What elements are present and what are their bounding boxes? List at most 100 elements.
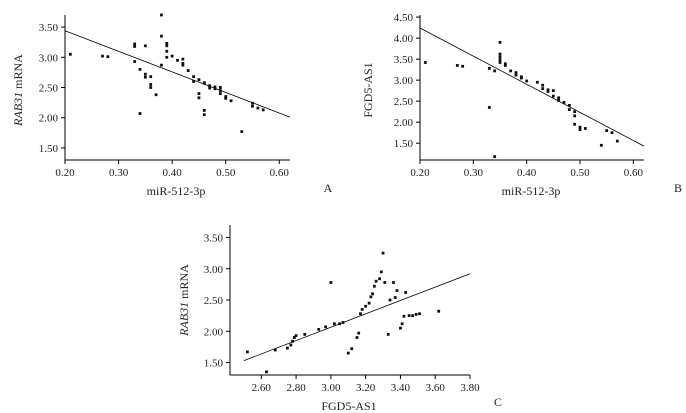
panel-a-data-point [256, 106, 260, 110]
panel-b-letter: B [674, 181, 682, 195]
panel-b-data-point [541, 87, 545, 90]
panel-c-y-axis-label: RAB31 mRNA [177, 264, 191, 337]
panel-c-x-tick-label: 3.60 [426, 382, 446, 394]
panel-b-x-axis-label: miR-512-3p [502, 184, 561, 198]
panel-a-data-point [208, 86, 212, 90]
panel-a-data-point [202, 81, 206, 85]
panel-a-data-point [133, 42, 137, 46]
panel-a-data-point [138, 67, 142, 71]
panel-a-y-axis-label-part: RAB31 [11, 92, 25, 127]
panel-b-data-point [573, 114, 577, 118]
panel-c-data-point [346, 351, 350, 355]
panel-a-data-point [165, 41, 169, 45]
panel-c-data-point [372, 284, 376, 288]
panel-c-data-point [404, 291, 408, 294]
panel-b-data-point [605, 129, 609, 132]
panel-c-data-point [364, 304, 368, 308]
panel-c-data-point [317, 327, 321, 331]
panel-c-y-tick-label: 2.50 [204, 295, 224, 307]
panel-b-data-point [546, 90, 550, 93]
panel-b-y-tick-label: 4.50 [394, 12, 414, 24]
panel-a-y-tick-label: 2.50 [39, 83, 59, 95]
panel-c-y-axis-label-part: mRNA [177, 264, 191, 302]
panel-b-data-point [519, 76, 523, 80]
panel-b-data-point [498, 40, 502, 44]
panel-a-x-axis-label: miR-512-3p [147, 184, 206, 198]
panel-a-data-point [218, 86, 222, 89]
panel-a-data-point [224, 96, 228, 100]
panel-a-data-point [160, 13, 163, 17]
panel-a-data-point [149, 83, 153, 86]
panel-b-data-point [567, 108, 571, 111]
panel-a-data-point [181, 61, 185, 65]
panel-a-data-point [218, 89, 222, 92]
panel-a-x-tick-label: 0.60 [270, 167, 290, 179]
panel-a-x-tick-label: 0.50 [216, 167, 236, 179]
panel-c-x-tick-label: 3.40 [391, 382, 411, 394]
panel-c-data-point [381, 251, 385, 255]
panel-b-chart: 0.20 0.30 0.40 0.50 0.60 1.50 2.00 2.50 3.00 3.50… [361, 12, 682, 198]
panel-a-data-point [224, 95, 228, 98]
panel-c-x-tick-label: 2.60 [252, 382, 272, 394]
panel-c-data-point [303, 332, 307, 336]
panel-a-y-tick-label: 3.50 [39, 22, 59, 34]
panel-a-x-tick-label: 0.20 [55, 167, 75, 179]
panel-a-data-point [197, 92, 201, 95]
panel-a-data-point [160, 34, 163, 38]
panel-b-data-point [546, 88, 550, 92]
panel-b-y-axis-label: FGD5-AS1 [361, 62, 375, 117]
panel-a-data-point [186, 69, 190, 72]
panel-c-y-tick-label: 3.50 [204, 233, 224, 245]
panel-b-x-tick-label: 0.60 [624, 167, 644, 179]
panel-c-data-point [338, 322, 341, 326]
panel-c-x-tick-label: 3.00 [321, 382, 341, 394]
panel-a-data-point [133, 45, 137, 48]
panel-a-data-point [240, 130, 244, 134]
panel-b-data-point [557, 96, 561, 100]
panel-c-y-tick-label: 3.00 [204, 264, 224, 276]
panel-b-data-point [578, 128, 582, 132]
panel-b-data-point [455, 64, 459, 67]
panel-c-x-tick-label: 3.80 [460, 382, 480, 394]
panel-c-data-point [388, 298, 392, 302]
panel-c-data-point [393, 296, 397, 299]
panel-c-data-point [400, 322, 404, 326]
panel-b-data-point [493, 69, 497, 73]
panel-b-y-tick-label: 2.00 [394, 117, 414, 129]
panel-a-data-point [192, 75, 195, 79]
panel-b-data-point [567, 103, 571, 107]
panel-c-data-point [285, 346, 289, 350]
panel-b-data-point [583, 127, 587, 130]
panel-c-data-point [437, 309, 441, 313]
panel-c-data-point [407, 314, 411, 318]
panel-a-data-point [261, 108, 265, 112]
panel-c-data-point [294, 334, 298, 338]
panel-c-data-point [395, 289, 399, 293]
panel-c-data-point [265, 370, 268, 374]
panel-a-y-tick-label: 2.00 [39, 113, 59, 125]
panel-a-data-point [251, 101, 254, 105]
panel-a-data-point [202, 113, 206, 117]
panel-a-data-point [251, 104, 254, 108]
panel-a-chart: 0.20 0.30 0.40 0.50 0.60 1.50 2.00 2.50 3.00 3.50… [11, 13, 333, 198]
panel-c-chart: 2.60 2.80 3.00 3.20 3.40 3.60 3.80 1.50 2.00 2.50… [177, 225, 502, 413]
panel-c-data-point [379, 270, 383, 274]
panel-a-y-tick-label: 1.50 [39, 143, 59, 155]
panel-c-data-point [360, 307, 364, 311]
panel-a-data-point [202, 109, 206, 112]
panel-b-data-point [503, 64, 507, 67]
panel-c-data-point [332, 322, 336, 326]
panel-a-data-point [106, 55, 110, 59]
panel-b-data-point [487, 106, 491, 109]
panel-a-y-axis-label: RAB31 mRNA [11, 54, 25, 127]
panel-c-data-point [374, 279, 378, 283]
panel-a-regression-line [64, 30, 291, 118]
panel-b-data-point [498, 58, 502, 62]
panel-c-data-point [411, 314, 415, 318]
panel-c-data-point [291, 339, 295, 343]
panel-a-data-point [149, 86, 153, 89]
panel-a-data-point [213, 87, 217, 91]
panel-a-data-point [197, 96, 201, 100]
panel-a-data-point [68, 52, 72, 56]
